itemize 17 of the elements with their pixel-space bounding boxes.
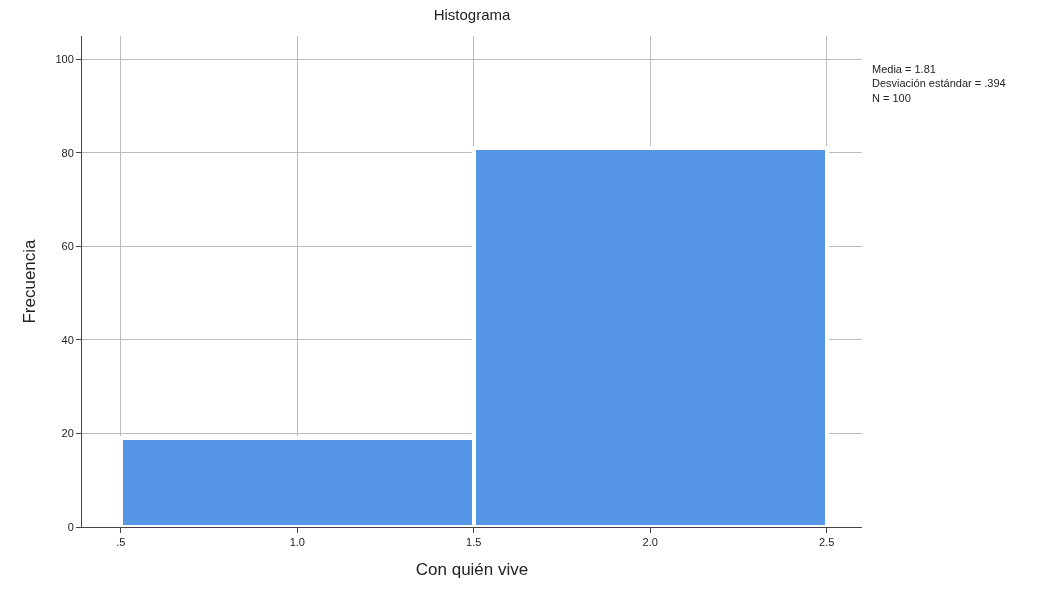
y-tick-label: 20	[61, 427, 74, 440]
x-tick-label: 2.0	[642, 536, 658, 549]
y-tick-label: 60	[61, 240, 74, 253]
y-tick-label: 80	[61, 146, 74, 159]
text: Desviación estándar = .394	[872, 77, 1006, 90]
x-axis-title: Con quién vive	[415, 559, 529, 579]
x-tick-label: 1.0	[289, 536, 305, 549]
y-tick-label: 40	[61, 333, 74, 346]
text: Media = 1.81	[872, 63, 936, 75]
x-tick-label: .5	[116, 536, 126, 549]
chart-title: Histograma	[433, 5, 511, 23]
text: N = 100	[872, 91, 911, 104]
x-tick-label: 2.5	[819, 536, 835, 549]
y-axis-title: Frecuencia	[19, 238, 39, 324]
y-tick-label: 100	[55, 53, 74, 66]
x-tick-label: 1.5	[466, 536, 482, 549]
y-tick-label: 0	[67, 520, 74, 533]
